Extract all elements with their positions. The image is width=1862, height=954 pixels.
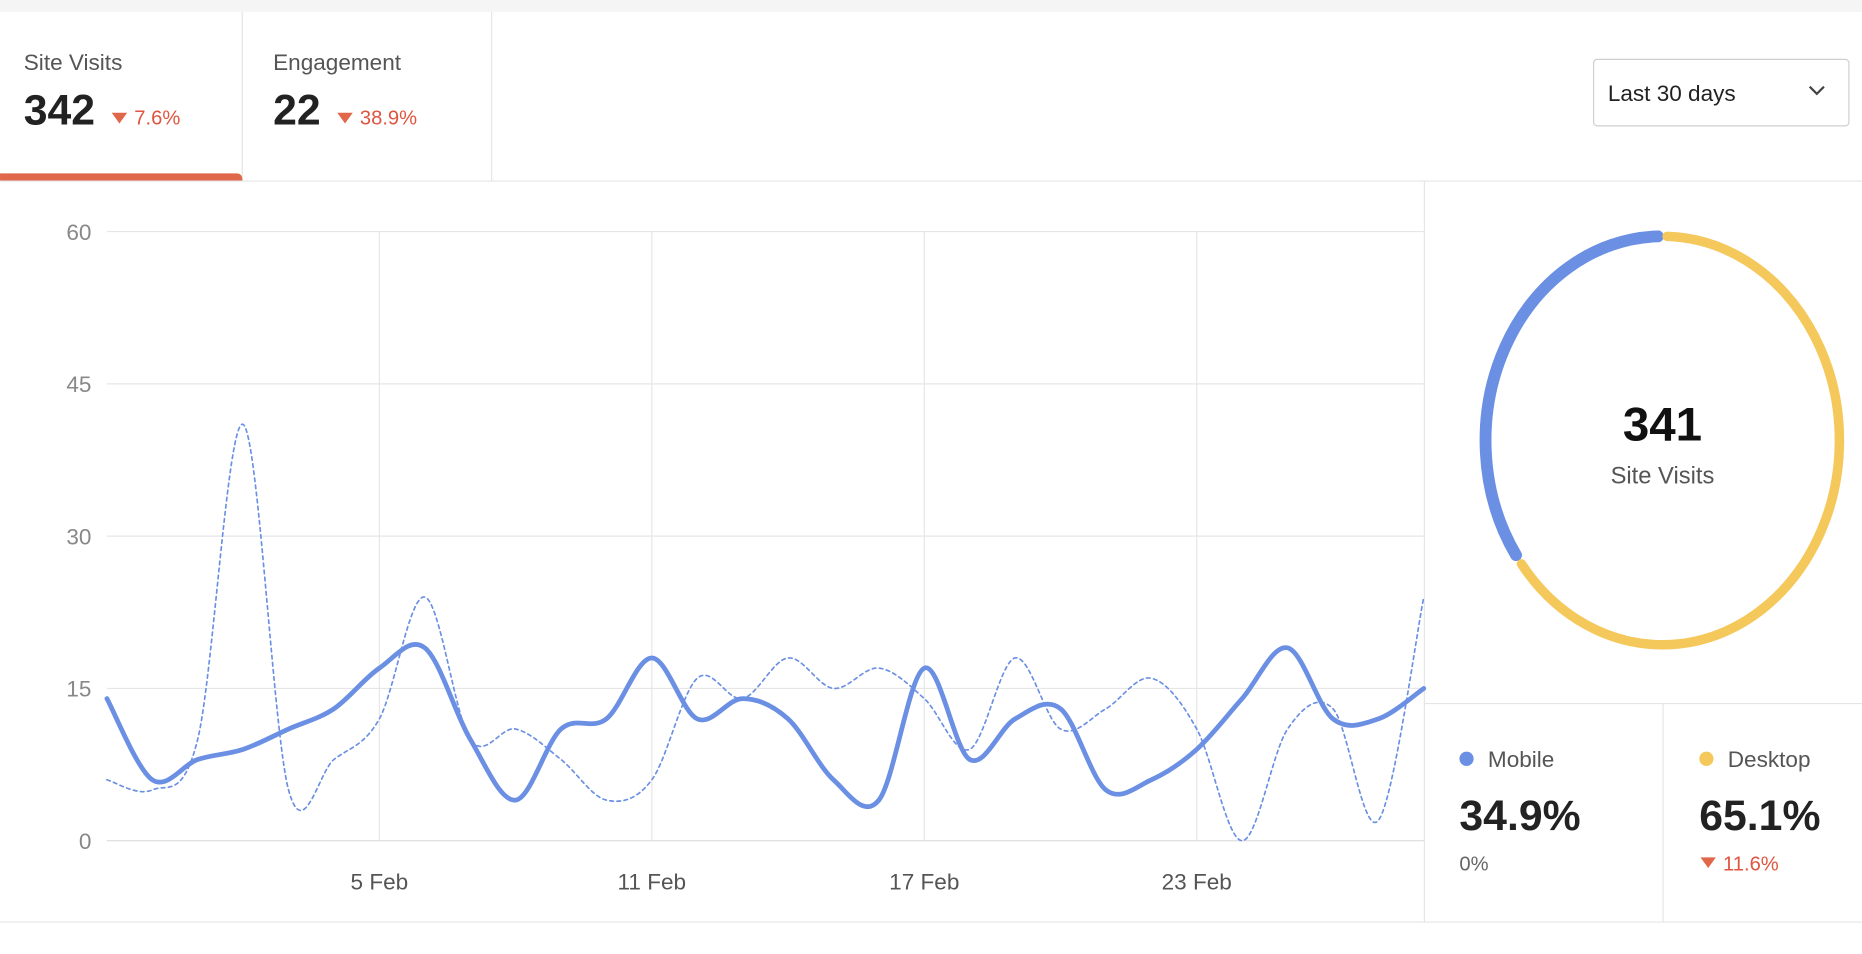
y-tick-label: 30 [66,524,91,549]
donut-segment [1516,231,1845,650]
tab-change[interactable]: 7.6% [134,108,180,130]
dropdown-label[interactable]: Last 30 days [1608,81,1736,106]
down-arrow [337,112,353,124]
line-series [104,642,1427,809]
legend-dot [1699,751,1714,766]
tab-value[interactable]: 342 [24,87,95,135]
active-tab-underline [0,173,243,181]
center-label: Site Visits [1611,463,1715,489]
tab-label[interactable]: Site Visits [24,50,123,75]
tab-change[interactable]: 38.9% [360,108,417,130]
legend-label: Desktop [1728,747,1811,772]
dropdown-box[interactable] [1593,58,1850,127]
legend-change: 0% [1459,853,1488,875]
y-tick-label: 0 [79,829,92,854]
legend-label: Mobile [1488,747,1554,772]
chevron[interactable] [1808,85,1825,96]
donut-segment [1479,230,1664,562]
legend-dot [1459,751,1474,766]
y-tick-label: 15 [66,677,91,702]
y-tick-label: 60 [66,220,91,245]
x-tick-label: 23 Feb [1162,869,1232,894]
tab-label[interactable]: Engagement [273,50,402,75]
y-tick-label: 45 [66,372,91,397]
center-value: 341 [1623,399,1702,452]
x-tick-label: 5 Feb [351,869,409,894]
line-series [106,423,1425,842]
legend-value: 65.1% [1699,792,1820,840]
down-arrow [111,112,128,124]
down-arrow [1700,857,1716,869]
date-dropdown[interactable]: Last 30 days [1593,58,1850,127]
legend-value: 34.9% [1459,792,1580,840]
x-tick-label: 11 Feb [618,869,687,894]
x-tick-label: 17 Feb [889,869,959,894]
legend-change: 11.6% [1723,853,1779,875]
top-strip [0,0,1862,12]
tab-value[interactable]: 22 [273,87,321,135]
